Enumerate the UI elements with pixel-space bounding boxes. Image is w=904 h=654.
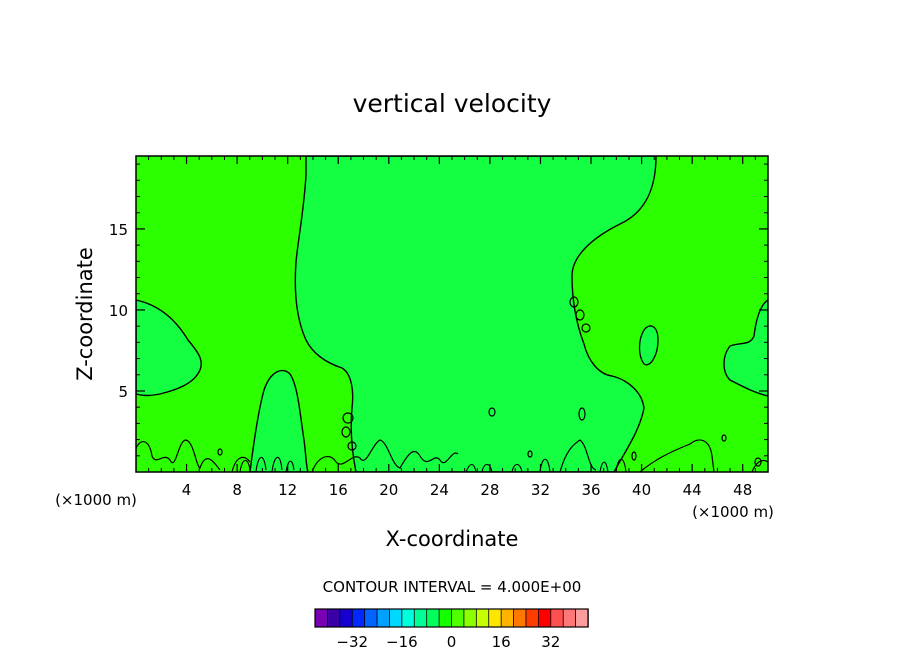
- colorbar: [314, 608, 589, 628]
- x-tick-label: 36: [581, 481, 600, 499]
- x-unit-left: (×1000 m): [55, 491, 137, 509]
- colorbar-labels: −32 −16 0 16 32: [336, 633, 560, 651]
- colorbar-swatch: [562, 608, 577, 628]
- x-tick-label: 20: [379, 481, 398, 499]
- contour-band-bottom: [136, 439, 768, 472]
- x-tick-label: 12: [278, 481, 297, 499]
- y-tick-label: 5: [118, 383, 128, 401]
- colorbar-swatch: [537, 608, 552, 628]
- contour-region-central: [294, 156, 657, 472]
- chart-title: vertical velocity: [353, 89, 552, 118]
- colorbar-swatch: [438, 608, 453, 628]
- colorbar-tick-label: 16: [492, 633, 511, 651]
- x-tick-label: 16: [329, 481, 348, 499]
- x-tick-label: 24: [430, 481, 449, 499]
- colorbar-swatch: [463, 608, 478, 628]
- contour-region-left: [136, 299, 202, 397]
- colorbar-swatch: [364, 608, 378, 628]
- y-tick-label: 10: [109, 302, 128, 320]
- colorbar-swatch: [314, 608, 329, 628]
- colorbar-tick-label: −16: [386, 633, 418, 651]
- x-tick-label: 4: [182, 481, 192, 499]
- colorbar-swatch: [550, 608, 564, 628]
- contour-blob-right: [638, 325, 659, 366]
- y-axis-label: Z-coordinate: [73, 247, 97, 381]
- colorbar-swatch: [389, 608, 403, 628]
- x-axis-ticks: 4 8 12 16 20 24 28 32 36 40 44 48: [148, 156, 756, 499]
- colorbar-swatch: [426, 608, 440, 628]
- colorbar-tick-label: −32: [336, 633, 368, 651]
- colorbar-tick-label: 32: [541, 633, 560, 651]
- contour-region-right: [723, 299, 768, 397]
- y-axis-ticks: 5 10 15: [109, 163, 768, 457]
- colorbar-swatch: [413, 608, 428, 628]
- colorbar-swatch: [351, 608, 366, 628]
- x-axis-label: X-coordinate: [386, 527, 519, 551]
- colorbar-swatch: [488, 608, 502, 628]
- contour-interval-text: CONTOUR INTERVAL = 4.000E+00: [323, 578, 582, 596]
- colorbar-swatch: [339, 608, 353, 628]
- x-unit-right: (×1000 m): [692, 503, 774, 521]
- colorbar-swatch: [525, 608, 540, 628]
- x-tick-label: 44: [683, 481, 702, 499]
- plot-area: [136, 156, 768, 472]
- x-tick-label: 48: [733, 481, 752, 499]
- x-tick-label: 32: [531, 481, 550, 499]
- colorbar-swatch: [376, 608, 391, 628]
- contour-bottom-wiggles: [239, 456, 627, 472]
- colorbar-swatch: [575, 608, 589, 628]
- y-tick-label: 15: [109, 221, 128, 239]
- colorbar-frame: [314, 608, 589, 628]
- colorbar-swatch: [513, 608, 527, 628]
- colorbar-swatch: [451, 608, 465, 628]
- x-tick-label: 8: [232, 481, 242, 499]
- contour-small-loops: [217, 296, 762, 467]
- contour-region-hump: [249, 369, 309, 472]
- colorbar-tick-label: 0: [447, 633, 457, 651]
- colorbar-swatch: [500, 608, 515, 628]
- colorbar-swatch: [401, 608, 415, 628]
- x-tick-label: 28: [480, 481, 499, 499]
- colorbar-swatch: [475, 608, 490, 628]
- x-tick-label: 40: [632, 481, 651, 499]
- colorbar-swatch: [327, 608, 341, 628]
